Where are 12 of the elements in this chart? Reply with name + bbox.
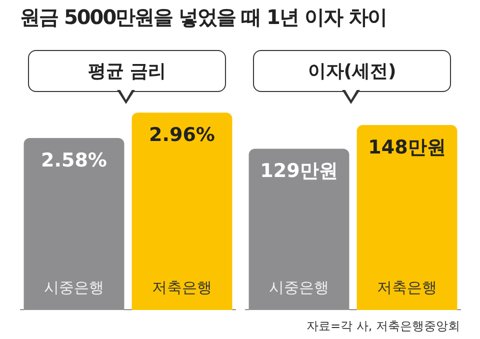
chart-subtitle: 이자(세전)	[253, 50, 451, 92]
data-label: 2.58%	[41, 149, 107, 172]
data-label: 129만원	[260, 160, 338, 182]
chart-subtitle: 평균 금리	[28, 50, 226, 92]
data-label: 2.96%	[149, 124, 215, 146]
chart-title: 원금 5000만원을 넣었을 때 1년 이자 차이	[20, 4, 386, 31]
x-tick-label: 시중은행	[44, 278, 104, 296]
x-tick-label: 저축은행	[377, 278, 437, 296]
data-label: 148만원	[368, 136, 446, 158]
x-tick-label: 저축은행	[152, 278, 212, 296]
x-tick-label: 시중은행	[269, 278, 329, 296]
text: 자료=각 사, 저축은행중앙회	[306, 318, 460, 335]
